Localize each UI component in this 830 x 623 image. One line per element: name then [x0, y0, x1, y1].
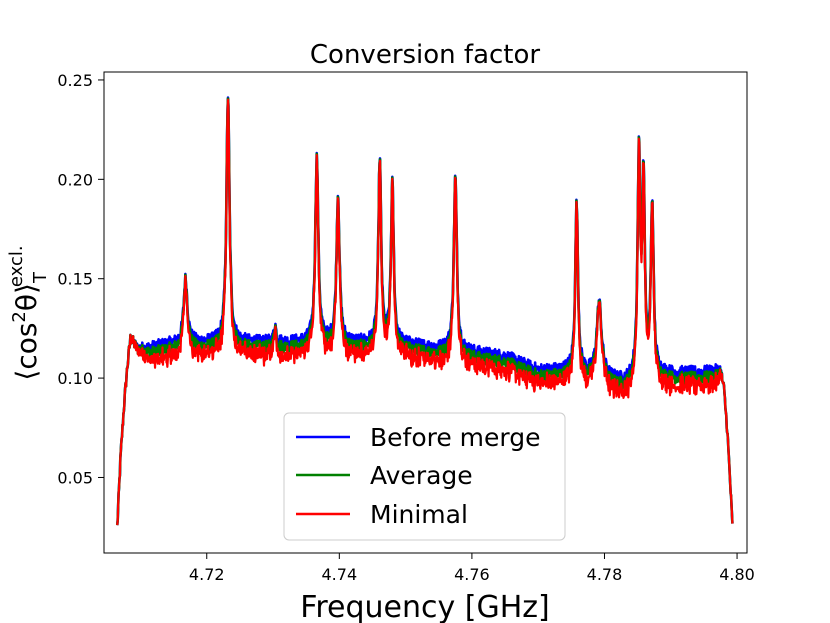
y-label-theta: θ⟩ — [10, 283, 43, 311]
legend-label-before-merge: Before merge — [370, 423, 541, 452]
y-label-power: 2 — [9, 311, 30, 322]
x-tick-label: 4.78 — [587, 565, 623, 584]
y-label-open: ⟨cos — [10, 323, 43, 381]
y-tick-label: 0.20 — [57, 170, 93, 189]
x-tick-label: 4.72 — [189, 565, 225, 584]
x-tick-label: 4.74 — [322, 565, 358, 584]
y-axis: 0.05 0.10 0.15 0.20 0.25 — [57, 71, 104, 487]
chart-title: Conversion factor — [310, 40, 541, 70]
x-axis: 4.72 4.74 4.76 4.78 4.80 — [189, 553, 755, 584]
legend-label-minimal: Minimal — [370, 500, 468, 529]
legend: Before merge Average Minimal — [283, 412, 566, 541]
y-tick-label: 0.10 — [57, 369, 93, 388]
y-label-superscript: excl. — [6, 245, 27, 287]
series-group — [115, 96, 734, 526]
x-axis-label: Frequency [GHz] — [300, 590, 549, 623]
series-line-minimal — [116, 98, 734, 526]
legend-box — [283, 412, 566, 541]
y-axis-label: ⟨cos2θ⟩Texcl. — [6, 245, 51, 380]
plot-frame — [103, 71, 748, 554]
y-label-subscript: T — [30, 271, 51, 284]
x-tick-label: 4.76 — [454, 565, 490, 584]
legend-label-average: Average — [370, 461, 473, 490]
y-tick-label: 0.15 — [57, 270, 93, 289]
y-tick-label: 0.05 — [57, 468, 93, 487]
y-tick-label: 0.25 — [57, 71, 93, 90]
x-tick-label: 4.80 — [719, 565, 755, 584]
